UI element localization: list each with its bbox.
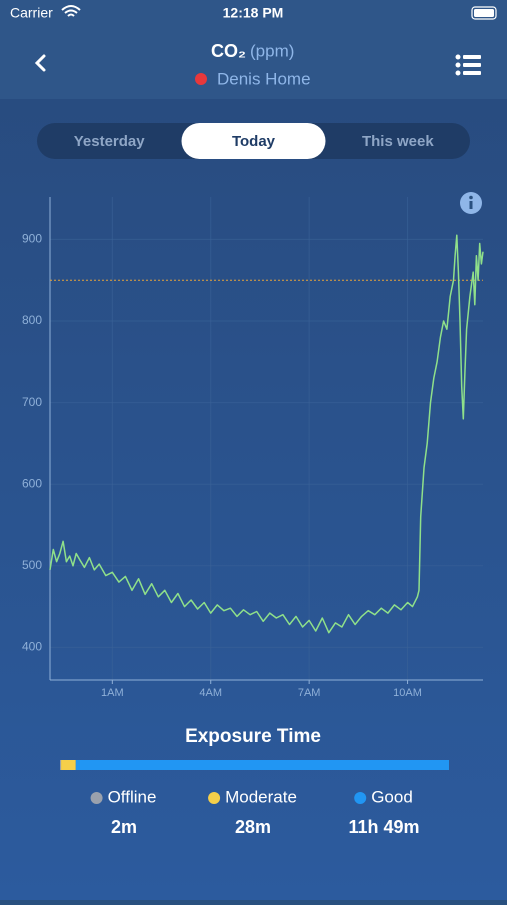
- exposure-title: Exposure Time: [185, 726, 321, 747]
- co2-line: [49, 234, 484, 634]
- back-button[interactable]: [34, 54, 46, 72]
- exposure-value: 11h 49m: [348, 817, 419, 837]
- exposure-segment: [75, 760, 449, 770]
- exposure-segment: [61, 760, 76, 770]
- wifi-icon: [61, 5, 81, 17]
- y-tick-label: 700: [22, 395, 42, 409]
- title: CO₂: [211, 41, 246, 61]
- exposure-value: 2m: [111, 817, 137, 837]
- y-tick-label: 400: [22, 640, 42, 654]
- legend-dot: [354, 792, 367, 804]
- location: Denis Home: [217, 69, 311, 88]
- x-tick-label: 1AM: [101, 687, 124, 699]
- battery-icon: [471, 6, 497, 20]
- carrier: Carrier: [10, 5, 53, 21]
- tab-selected[interactable]: [181, 123, 326, 159]
- x-tick-label: 10AM: [393, 687, 422, 699]
- y-tick-label: 500: [22, 558, 42, 572]
- legend-dot: [208, 792, 221, 804]
- legend-label: Good: [371, 787, 413, 806]
- x-tick-label: 4AM: [199, 687, 222, 699]
- tab[interactable]: Yesterday: [74, 133, 146, 150]
- legend-label: Moderate: [225, 787, 297, 806]
- info-glyph: [469, 201, 473, 209]
- menu-button[interactable]: [455, 54, 482, 76]
- exposure-value: 28m: [235, 817, 271, 837]
- tab[interactable]: Today: [232, 133, 276, 150]
- header-bar: [0, 0, 507, 99]
- unit: (ppm): [250, 41, 294, 60]
- legend-dot: [90, 792, 103, 804]
- tab[interactable]: This week: [362, 133, 434, 150]
- info-glyph-dot: [469, 195, 473, 200]
- legend-label: Offline: [108, 787, 157, 806]
- battery-level: [474, 9, 494, 17]
- y-tick-label: 900: [22, 232, 42, 246]
- clock: 12:18 PM: [223, 5, 284, 21]
- x-tick-label: 7AM: [298, 687, 321, 699]
- y-tick-label: 600: [22, 476, 42, 490]
- status-dot: [195, 73, 207, 85]
- y-tick-label: 800: [22, 313, 42, 327]
- exposure-segment: [60, 760, 62, 770]
